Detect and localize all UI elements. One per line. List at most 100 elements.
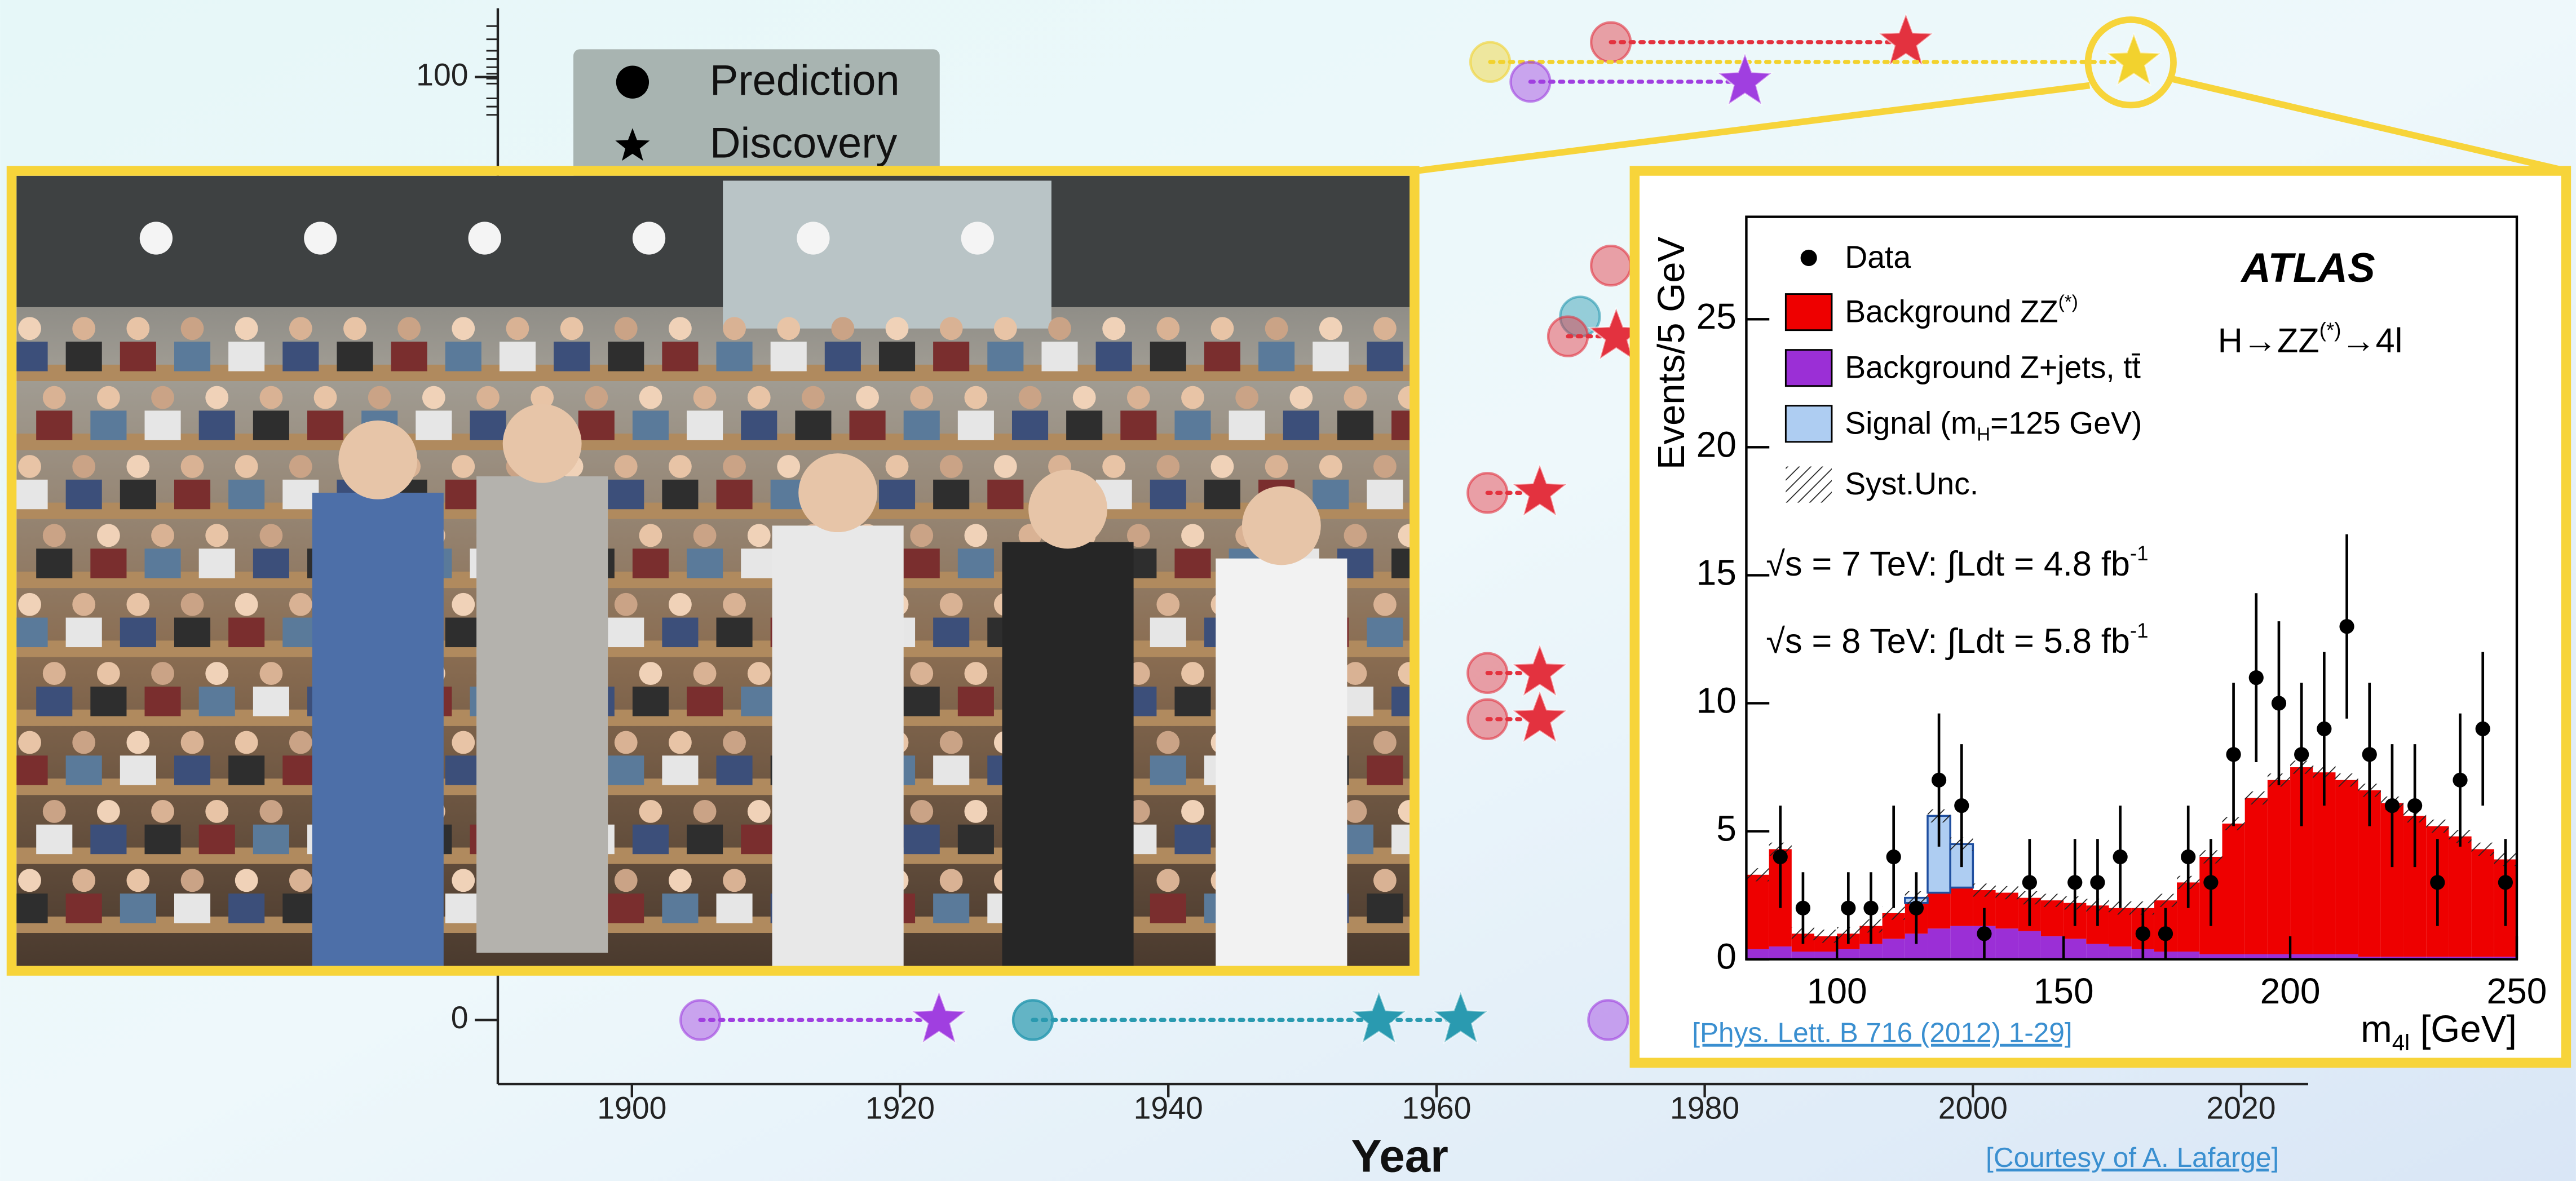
text-part: √s = 7 TeV: ∫Ldt = 4.8 fb — [1766, 545, 2129, 583]
photo-window — [723, 180, 1051, 329]
photo-person — [957, 824, 994, 855]
photo-head — [151, 524, 174, 547]
photo-head — [747, 524, 771, 547]
x-tick-label: 2020 — [2206, 1090, 2275, 1125]
y-tick-label: 0 — [451, 1000, 469, 1035]
text-part: =125 GeV) — [1990, 405, 2142, 440]
photo-head — [1398, 386, 1412, 409]
data-point — [1908, 900, 1924, 915]
photo-head — [531, 386, 554, 409]
x-tick-label: 100 — [1807, 971, 1867, 1011]
data-point — [2475, 721, 2490, 737]
photo-head — [97, 662, 120, 685]
photo-head — [452, 317, 475, 340]
photo-head — [180, 869, 204, 892]
photo-head — [669, 455, 692, 478]
prediction-point — [1466, 698, 1509, 740]
photo-head — [693, 524, 717, 547]
syst-band — [2154, 894, 2177, 907]
source-link[interactable]: [Phys. Lett. B 716 (2012) 1-29] — [1692, 1018, 2072, 1049]
hist-bar — [2403, 957, 2427, 959]
photo-head — [72, 731, 96, 754]
hist-bar — [2471, 957, 2494, 959]
photo-head — [1373, 731, 1397, 754]
photo-person — [1367, 894, 1403, 923]
data-point — [2158, 926, 2173, 941]
photo-lamp — [304, 222, 337, 255]
photo-head — [205, 662, 229, 685]
photo-person — [987, 342, 1024, 371]
photo-head — [693, 800, 717, 823]
photo-head — [1102, 455, 1126, 478]
photo-head — [1373, 455, 1397, 478]
photo-person — [903, 686, 940, 716]
callout-line — [1416, 82, 2091, 174]
photo-head — [1210, 455, 1234, 478]
y-tick-label: 100 — [416, 57, 468, 92]
photo-head — [1126, 386, 1150, 409]
photo-lamp — [632, 222, 666, 255]
photo-figure — [772, 525, 904, 968]
photo-person — [307, 410, 344, 440]
syst-band — [1995, 886, 2018, 900]
data-point — [2022, 875, 2037, 890]
data-point — [2498, 875, 2513, 890]
photo-person — [1150, 342, 1186, 371]
legend-swatch — [1784, 405, 1833, 443]
photo-head — [126, 869, 150, 892]
y-tick-label: 0 — [1716, 936, 1737, 977]
photo-head — [452, 869, 475, 892]
photo-person — [36, 549, 73, 578]
hist-bar — [2018, 931, 2041, 959]
hist-bar — [2040, 936, 2064, 959]
photo-person — [878, 479, 916, 510]
photo-person — [120, 894, 156, 923]
photo-person — [1391, 824, 1412, 855]
syst-band — [1814, 930, 1837, 943]
y-axis-title: Events/5 GeV — [1650, 236, 1693, 470]
photo-head — [885, 317, 909, 340]
legend-label: Discovery — [710, 119, 898, 167]
photo-head — [180, 455, 204, 478]
discovery-point — [910, 989, 968, 1045]
photo-head — [614, 592, 638, 616]
hist-bar — [2177, 952, 2200, 959]
source-link[interactable]: [Courtesy of A. Lafarge] — [1986, 1142, 2279, 1173]
photo-person — [1337, 410, 1374, 440]
photo-person — [65, 755, 102, 785]
photo-person — [957, 549, 994, 578]
photo-head — [235, 317, 258, 340]
photo-head — [910, 524, 934, 547]
data-point — [1795, 900, 1811, 915]
text-part: (*) — [2058, 292, 2078, 313]
hist-bar — [2086, 944, 2109, 959]
photo-figure-head — [338, 420, 418, 499]
hist-bar — [1950, 926, 1973, 959]
photo-person — [1391, 410, 1412, 440]
photo-head — [126, 317, 150, 340]
photo-head — [151, 386, 174, 409]
photo-person — [36, 686, 73, 716]
text-part: →4l — [2341, 321, 2403, 360]
photo-person — [632, 410, 669, 440]
callout-line — [2171, 76, 2567, 174]
syst-band — [1882, 906, 1905, 920]
photo-person — [933, 479, 970, 510]
discovery-point — [1350, 989, 1408, 1045]
syst-band — [2040, 894, 2064, 907]
photo-person — [499, 342, 536, 371]
hist-bar — [2290, 954, 2313, 959]
photo-person — [1391, 686, 1412, 716]
photo-person — [716, 479, 753, 510]
photo-head — [1319, 317, 1342, 340]
photo-head — [72, 317, 96, 340]
photo-person — [1174, 410, 1211, 440]
photo-head — [693, 386, 717, 409]
photo-head — [180, 317, 204, 340]
photo-lamp — [468, 222, 501, 255]
x-axis-title: m4l [GeV] — [2361, 1008, 2517, 1055]
photo-head — [235, 731, 258, 754]
hist-bar — [1814, 952, 1837, 959]
callout-ring — [2084, 16, 2177, 109]
photo-head — [1156, 731, 1180, 754]
